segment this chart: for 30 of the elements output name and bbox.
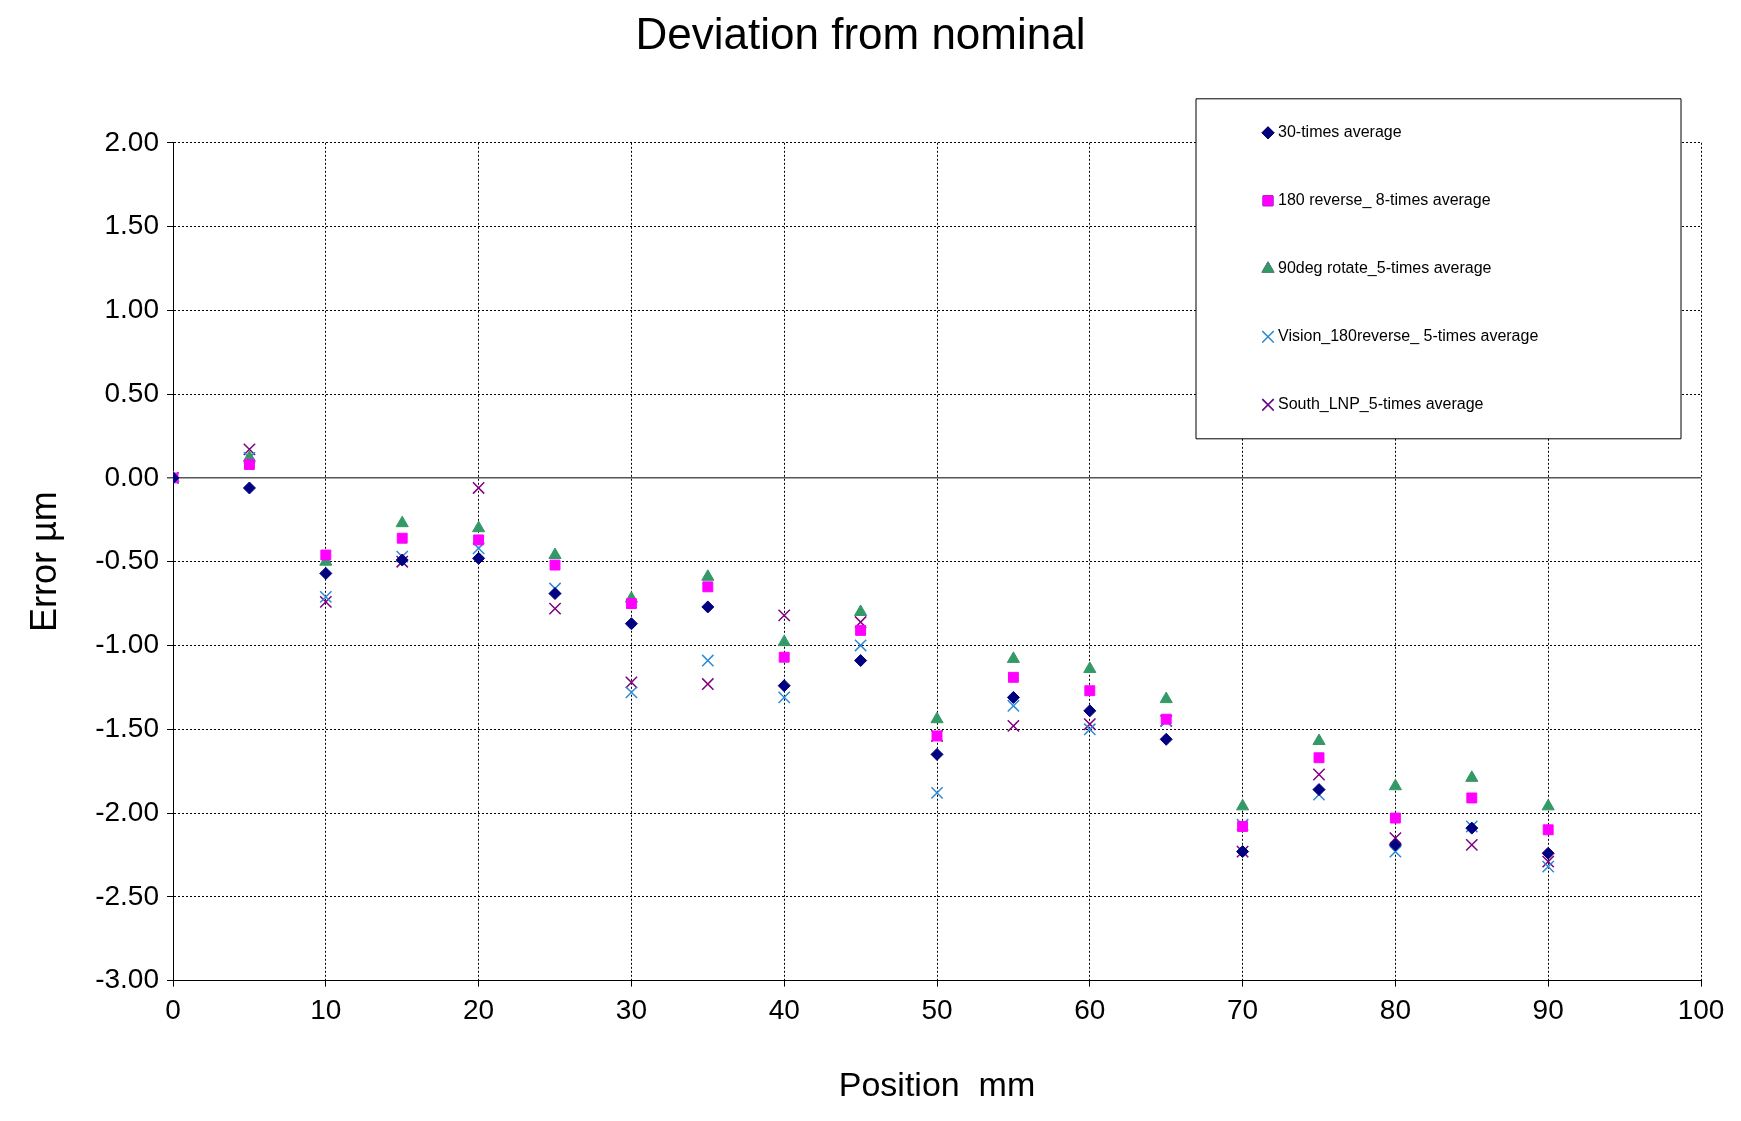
legend-label: 90deg rotate_5-times average	[1278, 259, 1492, 278]
y-tick-label: -2.00	[95, 795, 160, 827]
x-tick-label: 40	[768, 994, 800, 1026]
y-tick-label: -3.00	[95, 963, 160, 995]
legend-label: 30-times average	[1278, 123, 1402, 141]
legend-label: South_LNP_5-times average	[1278, 395, 1484, 414]
x-tick-label: 50	[921, 994, 953, 1026]
x-tick-label: 60	[1074, 994, 1106, 1026]
y-tick-label: 0.00	[104, 460, 160, 492]
y-axis-title: Error µm	[22, 491, 64, 633]
legend-label: Vision_180reverse_ 5-times average	[1278, 327, 1539, 346]
legend-label: 180 reverse_ 8-times average	[1278, 191, 1491, 210]
y-tick-label: -2.50	[95, 879, 160, 911]
x-tick-label: 70	[1227, 994, 1259, 1026]
x-tick-label: 80	[1379, 994, 1411, 1026]
y-tick-label: 1.50	[104, 209, 160, 241]
y-tick-label: 1.00	[104, 293, 160, 325]
chart-title: Deviation from nominal	[635, 8, 1086, 58]
x-axis-title: Position mm	[838, 1064, 1036, 1103]
y-tick-label: 0.50	[104, 376, 160, 408]
y-tick-label: -1.50	[95, 711, 160, 743]
y-tick-label: -1.00	[95, 628, 160, 660]
x-tick-label: 20	[463, 994, 495, 1026]
x-tick-label: 0	[165, 994, 181, 1026]
x-tick-label: 100	[1677, 994, 1725, 1026]
x-tick-label: 90	[1532, 994, 1564, 1026]
y-tick-label: 2.00	[104, 125, 160, 157]
x-tick-label: 10	[310, 994, 342, 1026]
x-tick-label: 30	[615, 994, 647, 1026]
y-tick-label: -0.50	[95, 544, 160, 576]
